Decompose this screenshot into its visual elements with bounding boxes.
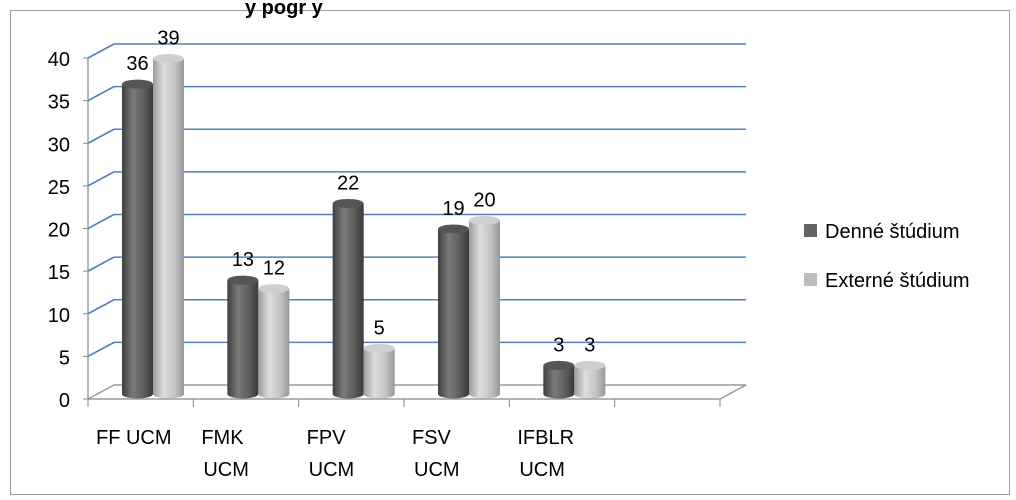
bar-body: [363, 348, 395, 399]
floor-outline: [87, 384, 747, 400]
y-tick-label: 0: [59, 390, 70, 412]
bar: [122, 79, 153, 399]
y-tick-label: 20: [48, 220, 70, 242]
bar: [153, 54, 184, 399]
data-label: 22: [337, 172, 359, 194]
y-tick-label: 5: [59, 347, 70, 369]
y-tick-label: 15: [48, 262, 70, 284]
bar-top: [543, 360, 575, 370]
x-tick-label-line2: UCM: [414, 459, 460, 481]
chart-title: y pogr y: [245, 0, 324, 19]
y-tick-label: 10: [48, 305, 70, 327]
gridline-side: [87, 85, 115, 102]
bar: [332, 198, 364, 399]
bar-body: [469, 220, 500, 399]
bar: [438, 224, 469, 399]
bar-top: [122, 79, 153, 89]
gridline-side: [87, 43, 115, 59]
y-tick-label: 40: [48, 49, 70, 71]
bar: [258, 284, 290, 399]
bar-body: [122, 84, 153, 399]
x-tick-label-line2: UCM: [203, 459, 249, 481]
bar-body: [258, 288, 290, 399]
data-label: 39: [157, 28, 179, 50]
x-tick-label-line2: UCM: [309, 459, 355, 481]
x-tick-label: FF UCM: [96, 427, 172, 449]
data-label: 3: [553, 334, 564, 356]
gridline-side: [87, 256, 115, 272]
y-tick-label: 30: [48, 134, 70, 156]
bar: [543, 360, 575, 399]
y-tick-label: 25: [48, 177, 70, 199]
data-label: 20: [473, 190, 495, 212]
legend: Denné štúdium Externé štúdium: [804, 221, 970, 292]
gridline-side: [87, 341, 115, 358]
data-labels: 36 39 13 12 22 5 19 20 3 3: [126, 28, 595, 357]
y-tick-label: 35: [48, 92, 70, 114]
bar: [227, 275, 259, 399]
bar-top: [469, 216, 500, 225]
legend-label: Denné štúdium: [825, 221, 960, 243]
data-label: 3: [584, 334, 595, 356]
bar: [574, 360, 606, 399]
bar-top: [363, 343, 395, 353]
x-tick-label: IFBLR: [517, 427, 574, 449]
data-label: 5: [374, 317, 385, 339]
bars: [122, 54, 606, 399]
x-tick-label: FSV: [412, 427, 452, 449]
bar-body: [332, 203, 364, 399]
bar-top: [153, 54, 184, 64]
bar-body: [543, 365, 575, 399]
legend-label: Externé štúdium: [825, 270, 970, 292]
bar: [469, 216, 500, 399]
x-tick-label: FPV: [307, 427, 347, 449]
bar-body: [227, 280, 259, 399]
bar-body: [574, 365, 606, 399]
gridlines: [87, 43, 746, 358]
bar-body: [438, 229, 469, 399]
data-label: 19: [442, 198, 464, 220]
x-tick-label-line2: UCM: [519, 459, 565, 481]
bar-top: [332, 198, 364, 208]
data-label: 12: [263, 258, 285, 280]
gridline-side: [87, 299, 115, 315]
bar-top: [574, 360, 606, 370]
gridline-side: [87, 171, 115, 187]
legend-swatch: [804, 273, 817, 286]
bar-top: [227, 275, 259, 285]
data-label: 36: [126, 53, 148, 75]
bar-top: [258, 284, 290, 294]
bar-body: [153, 58, 184, 399]
bar-top: [438, 224, 469, 234]
gridline-side: [87, 213, 115, 230]
bar: [363, 343, 395, 399]
legend-swatch: [804, 224, 817, 237]
x-tick-label: FMK: [201, 427, 244, 449]
data-label: 13: [232, 249, 254, 271]
gridline-side: [87, 128, 115, 144]
